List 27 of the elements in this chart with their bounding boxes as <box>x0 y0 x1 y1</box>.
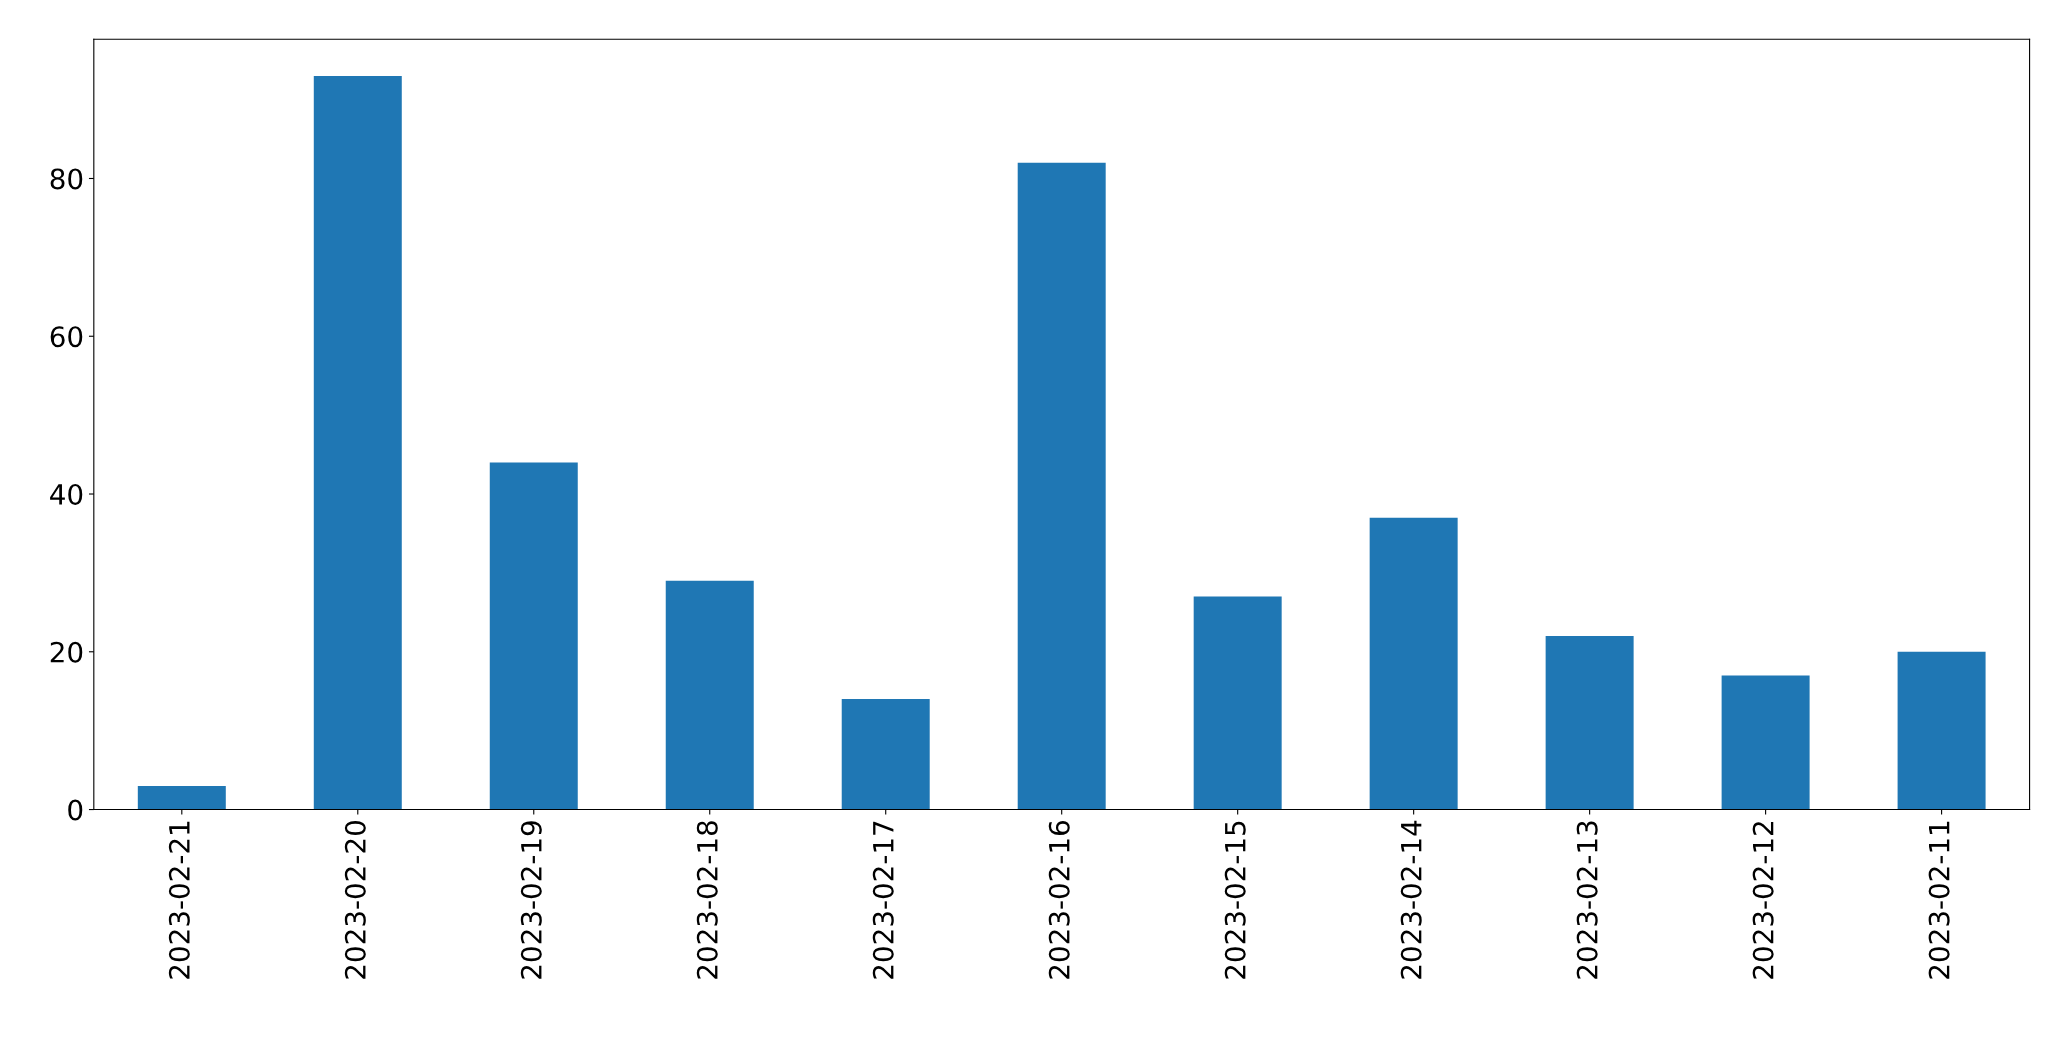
x-tick-label: 2023-02-21 <box>168 821 190 979</box>
y-tick-label: 60 <box>50 326 83 348</box>
bar <box>1721 675 1810 810</box>
bar <box>1545 636 1634 810</box>
bar <box>841 699 930 810</box>
y-tick-label: 20 <box>50 641 83 663</box>
bar <box>1369 517 1458 810</box>
y-tick-label: 0 <box>68 799 83 821</box>
bar <box>313 75 402 810</box>
bar <box>665 580 754 810</box>
x-tick-label: 2023-02-19 <box>520 821 542 979</box>
x-tick-label: 2023-02-16 <box>1048 821 1070 979</box>
y-tick-label: 40 <box>50 483 83 505</box>
x-tick-label: 2023-02-18 <box>696 821 718 979</box>
x-tick-label: 2023-02-11 <box>1928 821 1950 979</box>
bar <box>1017 162 1106 810</box>
x-tick-label: 2023-02-13 <box>1576 821 1598 979</box>
y-tick-label: 80 <box>50 168 83 190</box>
bar <box>1193 596 1282 810</box>
bar <box>137 785 226 810</box>
x-tick-label: 2023-02-20 <box>344 821 366 979</box>
bar <box>489 462 578 810</box>
bar <box>1897 651 1986 810</box>
x-tick-label: 2023-02-15 <box>1224 821 1246 979</box>
x-tick-label: 2023-02-14 <box>1400 820 1422 979</box>
x-tick-label: 2023-02-17 <box>872 821 894 979</box>
x-tick-label: 2023-02-12 <box>1752 822 1774 979</box>
